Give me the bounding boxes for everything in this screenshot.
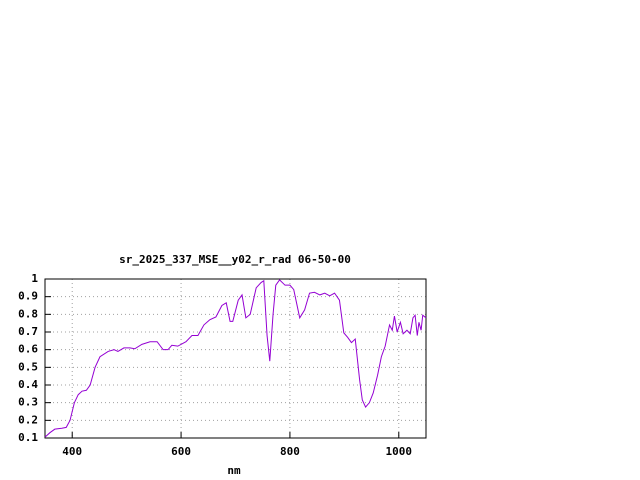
x-tick-label: 800 [280, 445, 300, 458]
x-tick-label: 1000 [386, 445, 413, 458]
x-axis-label: nm [227, 464, 241, 477]
y-tick-label: 0.2 [18, 413, 38, 426]
y-tick-label: 0.6 [18, 343, 38, 356]
y-tick-label: 0.3 [18, 396, 38, 409]
y-tick-label: 0.7 [18, 325, 38, 338]
x-tick-label: 400 [62, 445, 82, 458]
x-tick-label: 600 [171, 445, 191, 458]
data-line [44, 279, 427, 438]
y-tick-label: 0.5 [18, 360, 38, 373]
y-tick-label: 0.1 [18, 431, 38, 444]
y-tick-label: 0.4 [18, 378, 38, 391]
plot-border [44, 278, 427, 439]
y-tick-label: 1 [31, 272, 38, 285]
chart-title: sr_2025_337_MSE__y02_r_rad 06-50-00 [119, 253, 351, 266]
y-tick-label: 0.8 [18, 307, 38, 320]
y-tick-label: 0.9 [18, 290, 38, 303]
